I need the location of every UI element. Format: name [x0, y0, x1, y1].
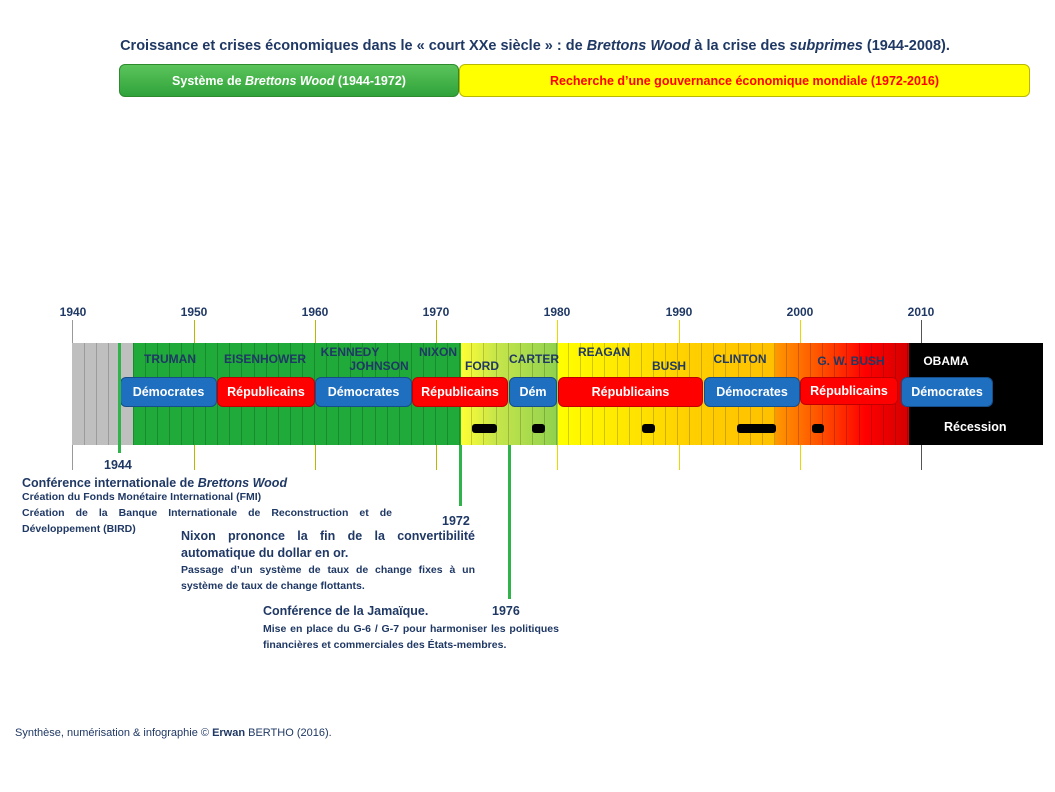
- president-obama: OBAMA: [923, 354, 969, 368]
- axis-year-1950: 1950: [180, 305, 208, 319]
- axis-year-2010: 2010: [907, 305, 935, 319]
- event-year-1972: 1972: [442, 514, 470, 528]
- axis-year-1940: 1940: [59, 305, 87, 319]
- axis-year-1980: 1980: [543, 305, 571, 319]
- party-democrates-2009: Démocrates: [901, 377, 993, 407]
- event-1972-detail: Passage d’un système de taux de change f…: [181, 564, 475, 592]
- year-tick: [84, 343, 85, 445]
- event-line-1976: [508, 445, 511, 599]
- party-democrates-1993: Démocrates: [704, 377, 800, 407]
- party-republicains-1981: Républicains: [558, 377, 703, 407]
- axis-year-1990: 1990: [665, 305, 693, 319]
- president-gw-bush: G. W. BUSH: [817, 354, 885, 368]
- era-gouvernance-mondiale: Recherche d’une gouvernance économique m…: [459, 64, 1030, 97]
- recession-bar-1973: [472, 424, 497, 433]
- party-republicains-2001: Républicains: [800, 377, 898, 405]
- year-tick: [1004, 343, 1005, 445]
- president-nixon: NIXON: [418, 345, 457, 359]
- party-democrates-1945: Démocrates: [120, 377, 217, 407]
- party-republicains-1969: Républicains: [412, 377, 508, 407]
- event-1976-detail: Mise en place du G-6 / G-7 pour harmonis…: [263, 623, 559, 651]
- year-tick: [508, 343, 509, 445]
- event-line-1972: [459, 445, 462, 506]
- year-tick: [108, 343, 109, 445]
- president-johnson: JOHNSON: [349, 359, 409, 373]
- event-line-1944: [118, 343, 121, 453]
- event-1976-heading: Conférence de la Jamaïque.: [263, 604, 429, 618]
- party-democrates-1977: Dém: [509, 377, 557, 407]
- event-1944-line1: Création du Fonds Monétaire Internationa…: [22, 491, 262, 503]
- president-eisenhower: EISENHOWER: [223, 352, 306, 366]
- axis-year-2000: 2000: [786, 305, 814, 319]
- president-clinton: CLINTON: [713, 352, 767, 366]
- recession-label: Récession: [944, 420, 1007, 434]
- axis-year-1970: 1970: [422, 305, 450, 319]
- party-republicains-1953: Républicains: [217, 377, 315, 407]
- year-tick: [1016, 343, 1017, 445]
- era-bretton-woods: Système de Brettons Wood (1944-1972): [119, 64, 459, 97]
- event-1972-heading: Nixon prononce la fin de la convertibili…: [181, 529, 475, 560]
- event-1944-heading: Conférence internationale de Brettons Wo…: [22, 476, 288, 490]
- axis-year-1960: 1960: [301, 305, 329, 319]
- event-1944-line2: Création de la Banque Internationale de …: [22, 507, 392, 535]
- president-kennedy: KENNEDY: [320, 345, 380, 359]
- event-year-1944: 1944: [104, 458, 132, 472]
- recession-bar-1980: [532, 424, 545, 433]
- page-title: Croissance et crises économiques dans le…: [120, 38, 950, 54]
- recession-bar-2001: [812, 424, 824, 433]
- president-truman: TRUMAN: [144, 352, 196, 366]
- president-ford: FORD: [465, 359, 499, 373]
- year-tick: [96, 343, 97, 445]
- president-bush: BUSH: [651, 359, 686, 373]
- year-tick: [1028, 343, 1029, 445]
- event-year-1976: 1976: [492, 604, 520, 618]
- recession-bar-1997: [737, 424, 776, 433]
- credit-line: Synthèse, numérisation & infographie © E…: [15, 727, 332, 739]
- president-carter: CARTER: [509, 352, 559, 366]
- president-reagan: REAGAN: [577, 345, 630, 359]
- recession-bar-1990: [642, 424, 655, 433]
- party-democrates-1961: Démocrates: [315, 377, 412, 407]
